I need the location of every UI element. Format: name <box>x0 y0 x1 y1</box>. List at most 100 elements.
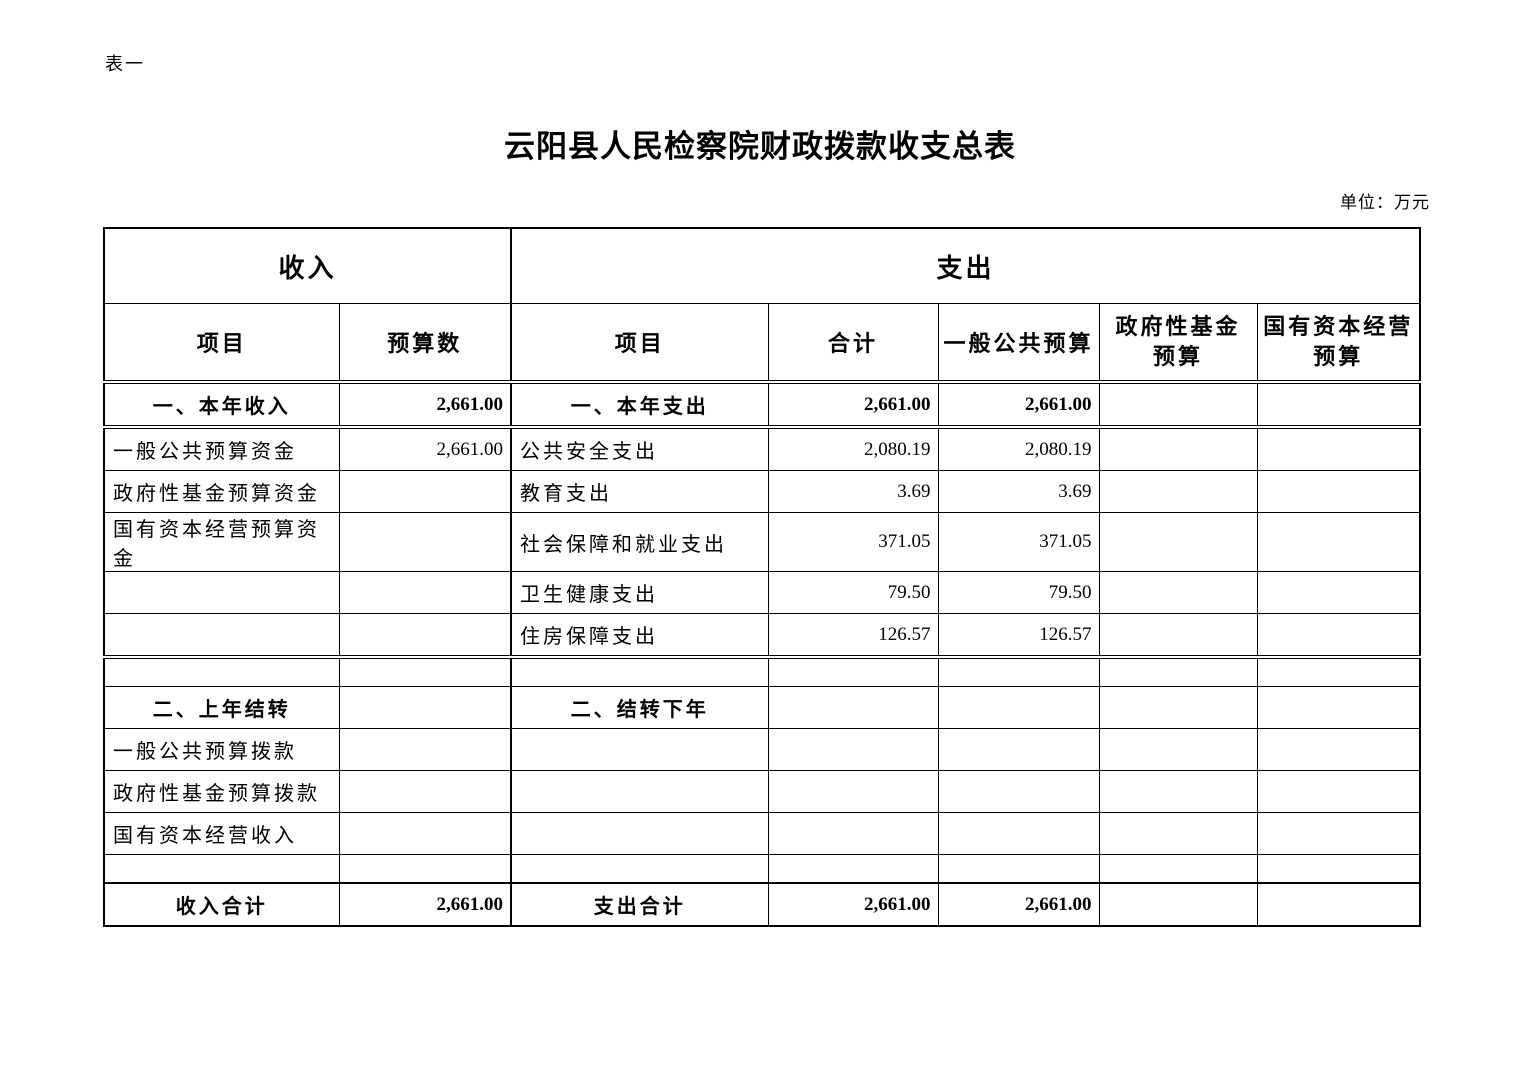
budget-summary-table: 收入 支出 项目 预算数 项目 合计 一般公共预算 政府性基金 预算 国有资本经… <box>103 227 1422 927</box>
table-row: 一、本年收入 2,661.00 一、本年支出 2,661.00 2,661.00 <box>103 381 1421 429</box>
cell-expense-item <box>510 854 769 884</box>
cell-expense-general <box>937 686 1100 729</box>
col-header-expense-total: 合计 <box>767 303 939 384</box>
cell-expense-item: 社会保障和就业支出 <box>510 512 769 572</box>
cell-expense-item <box>510 812 769 855</box>
cell-expense-statecap <box>1256 426 1421 471</box>
cell-expense-general: 2,080.19 <box>937 426 1100 471</box>
cell-expense-general <box>937 728 1100 771</box>
cell-expense-item: 一、本年支出 <box>510 381 769 429</box>
cell-expense-statecap <box>1256 686 1421 729</box>
cell-expense-general: 126.57 <box>937 613 1100 659</box>
cell-income-budget <box>338 812 512 855</box>
cell-expense-statecap <box>1256 613 1421 659</box>
col-header-expense-govfund: 政府性基金 预算 <box>1098 303 1258 384</box>
cell-expense-total: 79.50 <box>767 571 939 614</box>
cell-expense-govfund <box>1098 512 1258 572</box>
table-header: 收入 支出 项目 预算数 项目 合计 一般公共预算 政府性基金 预算 国有资本经… <box>103 227 1421 384</box>
cell-income-budget <box>338 728 512 771</box>
cell-income-budget: 2,661.00 <box>338 426 512 471</box>
cell-expense-statecap <box>1256 470 1421 513</box>
cell-income-budget <box>338 686 512 729</box>
cell-expense-govfund <box>1098 854 1258 884</box>
cell-income-item: 国有资本经营收入 <box>103 812 340 855</box>
cell-expense-govfund <box>1098 613 1258 659</box>
cell-expense-govfund <box>1098 656 1258 687</box>
cell-income-budget <box>338 770 512 813</box>
cell-expense-total <box>767 770 939 813</box>
cell-expense-general: 79.50 <box>937 571 1100 614</box>
unit-note: 单位：万元 <box>1340 193 1430 212</box>
col-header-expense-statecap: 国有资本经营 预算 <box>1256 303 1421 384</box>
cell-expense-total: 2,661.00 <box>767 882 939 927</box>
cell-expense-general: 2,661.00 <box>937 882 1100 927</box>
cell-expense-govfund <box>1098 470 1258 513</box>
cell-expense-general: 371.05 <box>937 512 1100 572</box>
cell-expense-statecap <box>1256 512 1421 572</box>
cell-income-item <box>103 571 340 614</box>
cell-income-budget <box>338 470 512 513</box>
table-row: 政府性基金预算资金 教育支出 3.69 3.69 <box>103 470 1421 513</box>
cell-income-item: 一般公共预算拨款 <box>103 728 340 771</box>
cell-income-budget <box>338 854 512 884</box>
cell-expense-statecap <box>1256 728 1421 771</box>
cell-income-item <box>103 656 340 687</box>
cell-expense-item <box>510 728 769 771</box>
col-header-expense-item: 项目 <box>510 303 769 384</box>
cell-expense-govfund <box>1098 812 1258 855</box>
cell-expense-total: 2,080.19 <box>767 426 939 471</box>
group-header-row: 收入 支出 <box>103 227 1421 304</box>
cell-expense-item: 卫生健康支出 <box>510 571 769 614</box>
cell-income-item: 一、本年收入 <box>103 381 340 429</box>
table-row: 收入合计 2,661.00 支出合计 2,661.00 2,661.00 <box>103 882 1421 927</box>
cell-income-budget: 2,661.00 <box>338 882 512 927</box>
cell-expense-total <box>767 686 939 729</box>
cell-income-item <box>103 854 340 884</box>
column-header-row: 项目 预算数 项目 合计 一般公共预算 政府性基金 预算 国有资本经营 预算 <box>103 303 1421 384</box>
cell-income-item: 二、上年结转 <box>103 686 340 729</box>
cell-expense-govfund <box>1098 571 1258 614</box>
cell-income-item <box>103 613 340 659</box>
cell-expense-statecap <box>1256 656 1421 687</box>
cell-expense-statecap <box>1256 770 1421 813</box>
cell-income-budget <box>338 613 512 659</box>
cell-expense-total: 2,661.00 <box>767 381 939 429</box>
col-header-expense-general: 一般公共预算 <box>937 303 1100 384</box>
cell-expense-item: 教育支出 <box>510 470 769 513</box>
cell-expense-item <box>510 770 769 813</box>
cell-income-item: 一般公共预算资金 <box>103 426 340 471</box>
cell-expense-total <box>767 728 939 771</box>
cell-expense-total: 126.57 <box>767 613 939 659</box>
cell-expense-item: 公共安全支出 <box>510 426 769 471</box>
cell-expense-statecap <box>1256 812 1421 855</box>
sheet-label: 表一 <box>105 54 145 74</box>
cell-income-item: 政府性基金预算资金 <box>103 470 340 513</box>
cell-expense-total: 3.69 <box>767 470 939 513</box>
expense-group-header: 支出 <box>510 227 1421 304</box>
cell-expense-total: 371.05 <box>767 512 939 572</box>
cell-expense-item: 支出合计 <box>510 882 769 927</box>
cell-expense-statecap <box>1256 571 1421 614</box>
page-title: 云阳县人民检察院财政拨款收支总表 <box>504 129 1016 164</box>
cell-expense-general <box>937 854 1100 884</box>
table-row: 一般公共预算资金 2,661.00 公共安全支出 2,080.19 2,080.19 <box>103 426 1421 471</box>
cell-income-item: 收入合计 <box>103 882 340 927</box>
cell-expense-general: 3.69 <box>937 470 1100 513</box>
cell-expense-govfund <box>1098 426 1258 471</box>
table-row <box>103 854 1421 884</box>
cell-expense-total <box>767 812 939 855</box>
cell-expense-general <box>937 770 1100 813</box>
table-row <box>103 656 1421 687</box>
cell-income-item: 国有资本经营预算资金 <box>103 512 340 572</box>
cell-expense-general <box>937 812 1100 855</box>
cell-expense-statecap <box>1256 381 1421 429</box>
cell-expense-item: 住房保障支出 <box>510 613 769 659</box>
table-row: 政府性基金预算拨款 <box>103 770 1421 813</box>
cell-expense-item <box>510 656 769 687</box>
cell-expense-general: 2,661.00 <box>937 381 1100 429</box>
table-row: 卫生健康支出 79.50 79.50 <box>103 571 1421 614</box>
col-header-income-budget: 预算数 <box>338 303 512 384</box>
table-body: 一、本年收入 2,661.00 一、本年支出 2,661.00 2,661.00 一般公共… <box>103 381 1421 927</box>
cell-expense-statecap <box>1256 854 1421 884</box>
table-row: 国有资本经营收入 <box>103 812 1421 855</box>
